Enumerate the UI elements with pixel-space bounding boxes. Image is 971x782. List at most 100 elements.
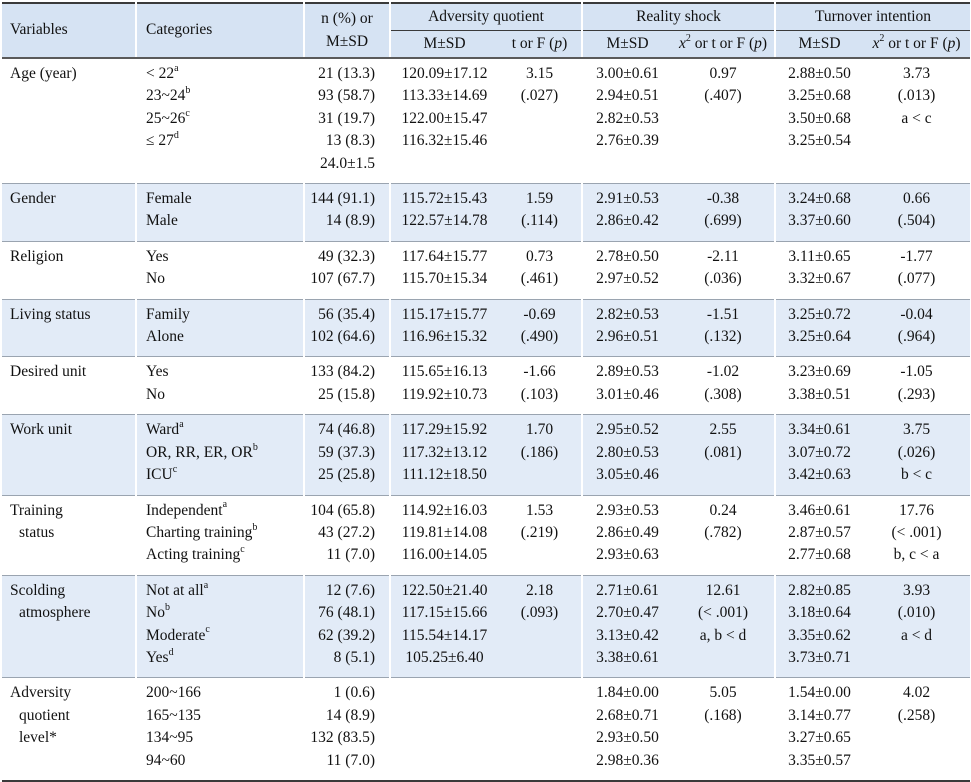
ti-msd-cell-value: 3.14±0.77 bbox=[788, 706, 851, 724]
ti-msd-cell-value: 2.88±0.50 bbox=[788, 65, 851, 82]
ti-test-cell-value: 3.75 bbox=[902, 421, 931, 439]
aq-msd-cell: 120.09±17.12 113.33±14.69 122.00±15.47 116.… bbox=[389, 58, 498, 185]
rs-msd-cell-value: 2.71±0.61 bbox=[596, 581, 659, 599]
variable-cell: Desired unit bbox=[2, 356, 136, 416]
ti-msd-cell: 1.54±0.00 3.14±0.77 3.27±0.65 3.35±0.57 bbox=[774, 677, 863, 782]
aq-msd-cell bbox=[389, 677, 498, 782]
categories-cell: Family Alone bbox=[135, 299, 304, 358]
ti-test-cell-value: (.010) bbox=[897, 604, 936, 622]
ti-test-cell-value: (< .001) bbox=[891, 523, 942, 541]
category-label: OR, RR, ER, ORb bbox=[146, 441, 258, 461]
ti-test-cell-value: -1.05 bbox=[900, 363, 933, 381]
table-row: Work unit Warda OR, RR, ER, ORb ICUc 74 (46.… bbox=[2, 414, 971, 496]
rs-msd-cell-value: 2.86±0.42 bbox=[596, 212, 659, 230]
rs-msd-cell-value: 2.98±0.36 bbox=[596, 751, 659, 769]
category-label: Female bbox=[146, 190, 192, 208]
rs-test-cell: -1.51 (.132) bbox=[672, 299, 775, 358]
variable-cell-value: Gender bbox=[10, 190, 56, 208]
aq-msd-cell-value: 119.92±10.73 bbox=[401, 385, 488, 403]
rs-test-cell: 12.61 (< .001) a, b < d bbox=[672, 575, 775, 679]
rs-msd-cell: 2.93±0.53 2.86±0.49 2.93±0.63 bbox=[581, 495, 672, 576]
ti-msd-cell-value: 3.23±0.69 bbox=[788, 363, 851, 381]
rs-test-cell-value: (.308) bbox=[704, 385, 742, 403]
n-cell-value: 74 (46.8) bbox=[318, 421, 375, 439]
header-turnover-intention: Turnover intention bbox=[773, 3, 971, 31]
aq-test-cell-value: 1.53 bbox=[525, 501, 554, 519]
category-label: Charting trainingb bbox=[146, 521, 258, 541]
variable-cell-value: Scolding bbox=[10, 581, 66, 599]
category-label: Alone bbox=[146, 328, 184, 346]
rs-msd-cell-value: 2.95±0.52 bbox=[596, 421, 659, 439]
category-label: 134~95 bbox=[146, 729, 194, 747]
categories-cell: Not at alla Nob Moderatec Yesd bbox=[135, 575, 304, 679]
n-cell-value: 56 (35.4) bbox=[318, 305, 375, 323]
variable-cell: Religion bbox=[2, 241, 136, 300]
n-cell-value: 49 (32.3) bbox=[318, 247, 375, 265]
aq-msd-cell: 122.50±21.40 117.15±15.66 115.54±14.17 105.… bbox=[389, 575, 498, 679]
n-cell-value: 93 (58.7) bbox=[318, 87, 375, 105]
aq-msd-cell-value: 116.32±15.46 bbox=[401, 132, 488, 150]
n-cell-value: 31 (19.7) bbox=[318, 109, 375, 127]
table-row: Desired unit Yes No 133 (84.2) 25 (15.8) 115.… bbox=[2, 356, 971, 416]
rs-msd-cell-value: 2.97±0.52 bbox=[596, 270, 659, 288]
ti-msd-cell-value: 3.24±0.68 bbox=[788, 190, 851, 208]
ti-test-cell: 3.75 (.026) b < c bbox=[863, 414, 971, 496]
aq-msd-cell-value: 115.17±15.77 bbox=[401, 305, 488, 323]
variable-cell-value: Work unit bbox=[10, 421, 73, 439]
categories-cell: Independenta Charting trainingb Acting tra… bbox=[135, 495, 304, 576]
rs-msd-cell-value: 2.93±0.53 bbox=[596, 501, 659, 519]
ti-msd-cell: 3.25±0.72 3.25±0.64 bbox=[774, 299, 863, 358]
rs-msd-cell: 2.89±0.53 3.01±0.46 bbox=[581, 356, 672, 416]
aq-msd-cell: 117.29±15.92 117.32±13.12 111.12±18.50 bbox=[389, 414, 498, 496]
rs-test-cell: -0.38 (.699) bbox=[672, 183, 775, 242]
header-rs-test: x2 or t or F (p) bbox=[672, 30, 775, 59]
ti-test-cell: -1.05 (.293) bbox=[863, 356, 971, 416]
aq-msd-cell: 115.65±16.13 119.92±10.73 bbox=[389, 356, 498, 416]
variable-cell: Gender bbox=[2, 183, 136, 242]
rs-msd-cell-value: 2.70±0.47 bbox=[596, 604, 659, 622]
aq-test-cell: -0.69 (.490) bbox=[498, 299, 582, 358]
aq-test-cell-value: (.461) bbox=[520, 270, 559, 288]
n-cell-value: 62 (39.2) bbox=[318, 626, 375, 644]
categories-cell: < 22a 23~24b 25~26c ≤ 27d bbox=[135, 58, 304, 185]
rs-msd-cell-value: 3.00±0.61 bbox=[596, 65, 659, 82]
n-cell: 1 (0.6) 14 (8.9) 132 (83.5) 11 (7.0) bbox=[303, 677, 390, 782]
categories-cell: Female Male bbox=[135, 183, 304, 242]
n-cell-value: 107 (67.7) bbox=[310, 270, 375, 288]
aq-test-cell-value: (.103) bbox=[520, 385, 559, 403]
header-adversity-quotient: Adversity quotient bbox=[389, 3, 582, 31]
rs-msd-cell-value: 2.78±0.50 bbox=[596, 247, 659, 265]
ti-msd-cell-value: 2.77±0.68 bbox=[788, 546, 851, 564]
aq-test-cell-value: 3.15 bbox=[525, 65, 554, 82]
n-cell: 56 (35.4) 102 (64.6) bbox=[303, 299, 390, 358]
rs-msd-cell-value: 2.80±0.53 bbox=[596, 443, 659, 461]
rs-msd-cell-value: 2.82±0.53 bbox=[596, 305, 659, 323]
category-label: No bbox=[146, 270, 165, 288]
rs-msd-cell-value: 2.82±0.53 bbox=[596, 109, 659, 127]
variable-cell-value: Religion bbox=[10, 247, 64, 265]
category-label: Acting trainingc bbox=[146, 544, 245, 564]
variable-cell: Adversity quotient level* bbox=[2, 677, 136, 782]
category-label: Yes bbox=[146, 363, 169, 381]
ti-test-cell-value: b, c < a bbox=[893, 546, 940, 564]
header-rs-msd: M±SD bbox=[581, 30, 672, 59]
aq-test-cell: 1.70 (.186) bbox=[498, 414, 582, 496]
rs-test-cell-value: (< .001) bbox=[697, 604, 749, 622]
rs-msd-cell-value: 3.13±0.42 bbox=[596, 626, 659, 644]
ti-msd-cell-value: 3.27±0.65 bbox=[788, 729, 851, 747]
category-label: 23~24b bbox=[146, 85, 191, 105]
rs-msd-cell-value: 2.94±0.51 bbox=[596, 87, 659, 105]
n-cell: 21 (13.3) 93 (58.7) 31 (19.7) 13 (8.3) 24.0±… bbox=[303, 58, 390, 185]
rs-msd-cell-value: 3.38±0.61 bbox=[596, 648, 659, 666]
category-label: Moderatec bbox=[146, 624, 210, 644]
aq-msd-cell-value: 122.57±14.78 bbox=[401, 212, 488, 230]
n-cell-value: 25 (15.8) bbox=[318, 385, 375, 403]
rs-msd-cell-value: 3.01±0.46 bbox=[596, 385, 659, 403]
variable-cell-value: atmosphere bbox=[19, 604, 91, 622]
ti-msd-cell-value: 3.38±0.51 bbox=[788, 385, 851, 403]
ti-test-cell-value: 3.73 bbox=[902, 65, 931, 82]
ti-msd-cell-value: 3.25±0.64 bbox=[788, 328, 851, 346]
ti-test-cell-value: (.258) bbox=[897, 706, 936, 724]
table-row: Religion Yes No 49 (32.3) 107 (67.7) 117.64±1… bbox=[2, 241, 971, 300]
table-row: Living status Family Alone 56 (35.4) 102 (64… bbox=[2, 299, 971, 358]
